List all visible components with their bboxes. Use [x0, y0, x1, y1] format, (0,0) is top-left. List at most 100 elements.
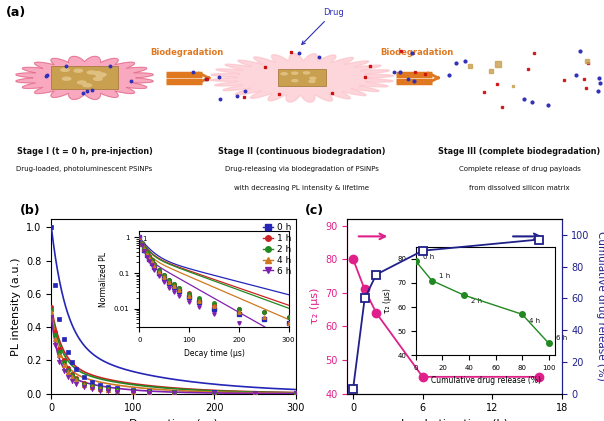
Point [291, 389, 301, 396]
Point [63, 374, 72, 381]
Text: Complete release of drug payloads: Complete release of drug payloads [458, 166, 580, 172]
Point [144, 389, 154, 396]
Point [88, 386, 97, 393]
Point [79, 381, 89, 388]
Point [55, 315, 65, 322]
Point [95, 386, 105, 392]
Point [169, 389, 179, 395]
Point [251, 389, 260, 396]
Point [47, 224, 56, 231]
Point [55, 349, 65, 355]
Y-axis label: τ₂ (μs): τ₂ (μs) [310, 288, 320, 325]
Point [251, 390, 260, 397]
Point [251, 389, 260, 396]
Circle shape [309, 80, 315, 83]
Point [71, 377, 81, 384]
Point [59, 362, 68, 369]
Point [55, 345, 65, 352]
Point [95, 385, 105, 392]
Point [128, 387, 138, 394]
Circle shape [94, 77, 102, 80]
Point [55, 352, 65, 359]
Circle shape [61, 68, 69, 71]
Point [128, 388, 138, 394]
Point [112, 385, 121, 392]
Point [104, 387, 114, 394]
Circle shape [83, 84, 91, 87]
Point [71, 375, 81, 382]
Circle shape [98, 73, 106, 76]
Y-axis label: PL intensity (a.u.): PL intensity (a.u.) [11, 257, 21, 355]
Polygon shape [278, 69, 326, 86]
Point [88, 383, 97, 389]
Y-axis label: Cumulative drug release (%): Cumulative drug release (%) [597, 232, 604, 381]
Point [95, 381, 105, 388]
Point [59, 357, 68, 364]
Point [67, 370, 77, 377]
Point [71, 381, 81, 387]
Point [59, 359, 68, 365]
Point [210, 389, 219, 396]
Text: from dissolved silicon matrix: from dissolved silicon matrix [469, 185, 570, 191]
Point [291, 390, 301, 397]
Circle shape [310, 77, 316, 79]
Circle shape [292, 72, 298, 74]
Point [210, 390, 219, 397]
Circle shape [96, 74, 104, 77]
Circle shape [93, 72, 101, 75]
Point [128, 388, 138, 395]
Text: Stage III (complete biodegradation): Stage III (complete biodegradation) [439, 147, 600, 156]
Point [251, 390, 260, 397]
Point [47, 304, 56, 310]
Point [104, 388, 114, 394]
Point [95, 385, 105, 392]
Point [112, 389, 121, 395]
Text: (b): (b) [19, 204, 40, 217]
Point [59, 336, 68, 342]
Point [47, 307, 56, 314]
Point [169, 389, 179, 396]
Circle shape [88, 71, 96, 74]
Point [144, 389, 154, 395]
Point [104, 384, 114, 390]
X-axis label: Incubation time (h): Incubation time (h) [401, 419, 508, 421]
Point [169, 389, 179, 396]
Point [104, 386, 114, 393]
Text: (c): (c) [304, 204, 324, 217]
Point [67, 371, 77, 378]
Text: Biodegradation: Biodegradation [380, 48, 454, 57]
Point [88, 378, 97, 385]
Polygon shape [210, 53, 394, 102]
Point [63, 349, 72, 355]
Point [128, 389, 138, 396]
Point [55, 359, 65, 365]
Point [51, 342, 60, 349]
Circle shape [281, 73, 287, 75]
Text: Stage I (t = 0 h, pre-injection): Stage I (t = 0 h, pre-injection) [17, 147, 152, 156]
Point [88, 383, 97, 390]
Point [47, 309, 56, 315]
Point [112, 388, 121, 394]
Point [51, 332, 60, 339]
Point [71, 365, 81, 372]
Point [210, 389, 219, 396]
Polygon shape [16, 56, 153, 99]
Point [291, 390, 301, 397]
Point [67, 359, 77, 365]
Point [112, 387, 121, 394]
Point [210, 389, 219, 396]
Point [63, 366, 72, 373]
Point [104, 386, 114, 393]
X-axis label: Decay time (μs): Decay time (μs) [129, 419, 218, 421]
Point [79, 380, 89, 386]
Point [128, 389, 138, 395]
Point [169, 389, 179, 396]
Point [59, 368, 68, 375]
Point [144, 389, 154, 395]
Text: with decreasing PL intensity & lifetime: with decreasing PL intensity & lifetime [234, 185, 370, 191]
Point [88, 384, 97, 391]
Point [63, 369, 72, 376]
Point [291, 390, 301, 397]
Point [112, 387, 121, 394]
Text: (a): (a) [6, 6, 27, 19]
